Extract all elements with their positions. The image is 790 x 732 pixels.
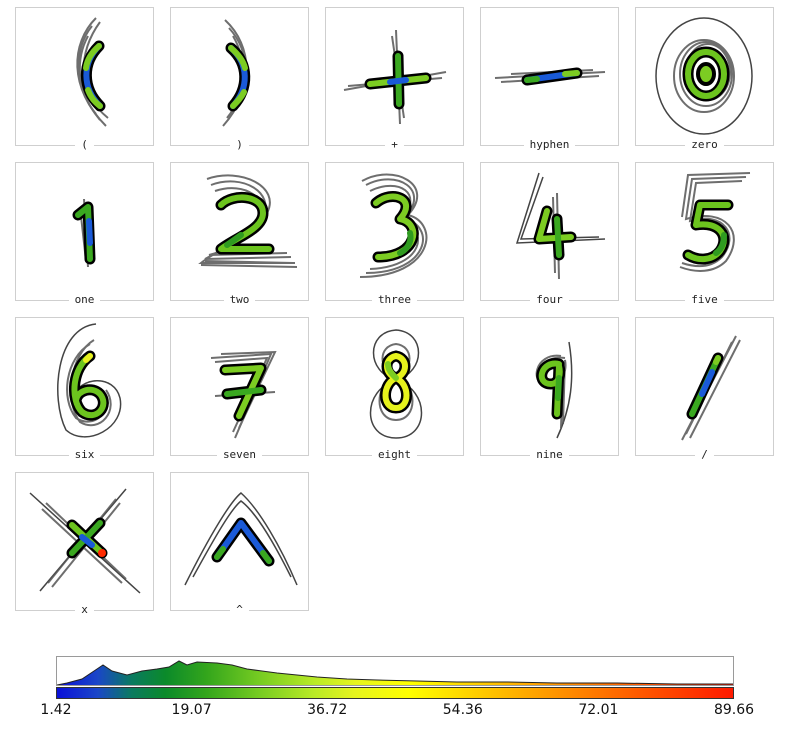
glyph-card-open-paren[interactable]: (	[15, 7, 154, 151]
glyph-card-close-paren[interactable]: )	[170, 7, 309, 151]
glyph-four-drawing	[515, 172, 606, 280]
glyph-open-paren-drawing	[76, 17, 109, 127]
score-histogram	[56, 656, 734, 686]
colorbar-ticks: 1.42 19.07 36.72 54.36 72.01 89.66	[40, 702, 754, 720]
glyph-card-three[interactable]: three	[325, 162, 464, 306]
glyph-card-seven[interactable]: seven	[170, 317, 309, 461]
glyph-one-drawing	[72, 198, 96, 268]
glyph-five-drawing	[679, 172, 751, 272]
glyph-label: five	[685, 293, 724, 306]
glyph-label: one	[68, 293, 101, 306]
colorbar	[56, 687, 734, 699]
glyph-label: two	[223, 293, 256, 306]
glyph-card-six[interactable]: six	[15, 317, 154, 461]
tick-label: 36.72	[307, 702, 348, 718]
glyph-label: ^	[230, 603, 249, 616]
glyph-hyphen-drawing	[494, 67, 606, 86]
glyph-seven-drawing	[210, 350, 277, 439]
glyph-label: x	[75, 603, 94, 616]
glyph-label: three	[371, 293, 418, 306]
glyph-label: four	[530, 293, 569, 306]
glyph-three-drawing	[359, 173, 428, 278]
glyph-card-hyphen[interactable]: hyphen	[480, 7, 619, 151]
glyph-card-five[interactable]: five	[635, 162, 774, 306]
glyph-label: nine	[530, 448, 569, 461]
glyph-card-plus[interactable]: +	[325, 7, 464, 151]
glyph-x-drawing	[29, 488, 141, 594]
glyph-label: +	[385, 138, 404, 151]
tick-label: 54.36	[442, 702, 483, 718]
tick-label: 19.07	[171, 702, 212, 718]
glyph-caret-drawing	[184, 492, 298, 586]
glyph-six-drawing	[57, 323, 122, 438]
glyph-card-four[interactable]: four	[480, 162, 619, 306]
histogram-plot	[57, 660, 733, 685]
tick-label: 72.01	[578, 702, 619, 718]
tick-label: 1.42	[40, 702, 72, 718]
glyph-card-eight[interactable]: eight	[325, 317, 464, 461]
glyph-card-zero[interactable]: zero	[635, 7, 774, 151]
glyph-label: (	[75, 138, 94, 151]
glyph-card-nine[interactable]: nine	[480, 317, 619, 461]
score-legend: 1.42 19.07 36.72 54.36 72.01 89.66	[40, 656, 754, 718]
glyph-card-one[interactable]: one	[15, 162, 154, 306]
glyph-card-x[interactable]: x	[15, 472, 154, 616]
glyph-label: zero	[685, 138, 724, 151]
glyph-card-two[interactable]: two	[170, 162, 309, 306]
glyph-label: six	[68, 448, 101, 461]
glyph-zero-drawing	[655, 17, 753, 135]
glyph-close-paren-drawing	[222, 19, 251, 127]
glyph-two-drawing	[198, 174, 298, 268]
glyph-card-slash[interactable]: /	[635, 317, 774, 461]
glyph-nine-drawing	[535, 341, 573, 439]
tick-label: 89.66	[713, 702, 755, 718]
glyph-label: )	[230, 138, 249, 151]
glyph-plus-drawing	[343, 29, 447, 125]
glyph-label: /	[695, 448, 714, 461]
glyph-label: hyphen	[523, 138, 576, 151]
glyph-label: eight	[371, 448, 418, 461]
glyph-label: seven	[216, 448, 263, 461]
glyph-slash-drawing	[681, 335, 741, 441]
glyph-eight-drawing	[369, 329, 423, 439]
glyph-card-caret[interactable]: ^	[170, 472, 309, 616]
glyph-grid: ( ) +	[15, 7, 774, 616]
